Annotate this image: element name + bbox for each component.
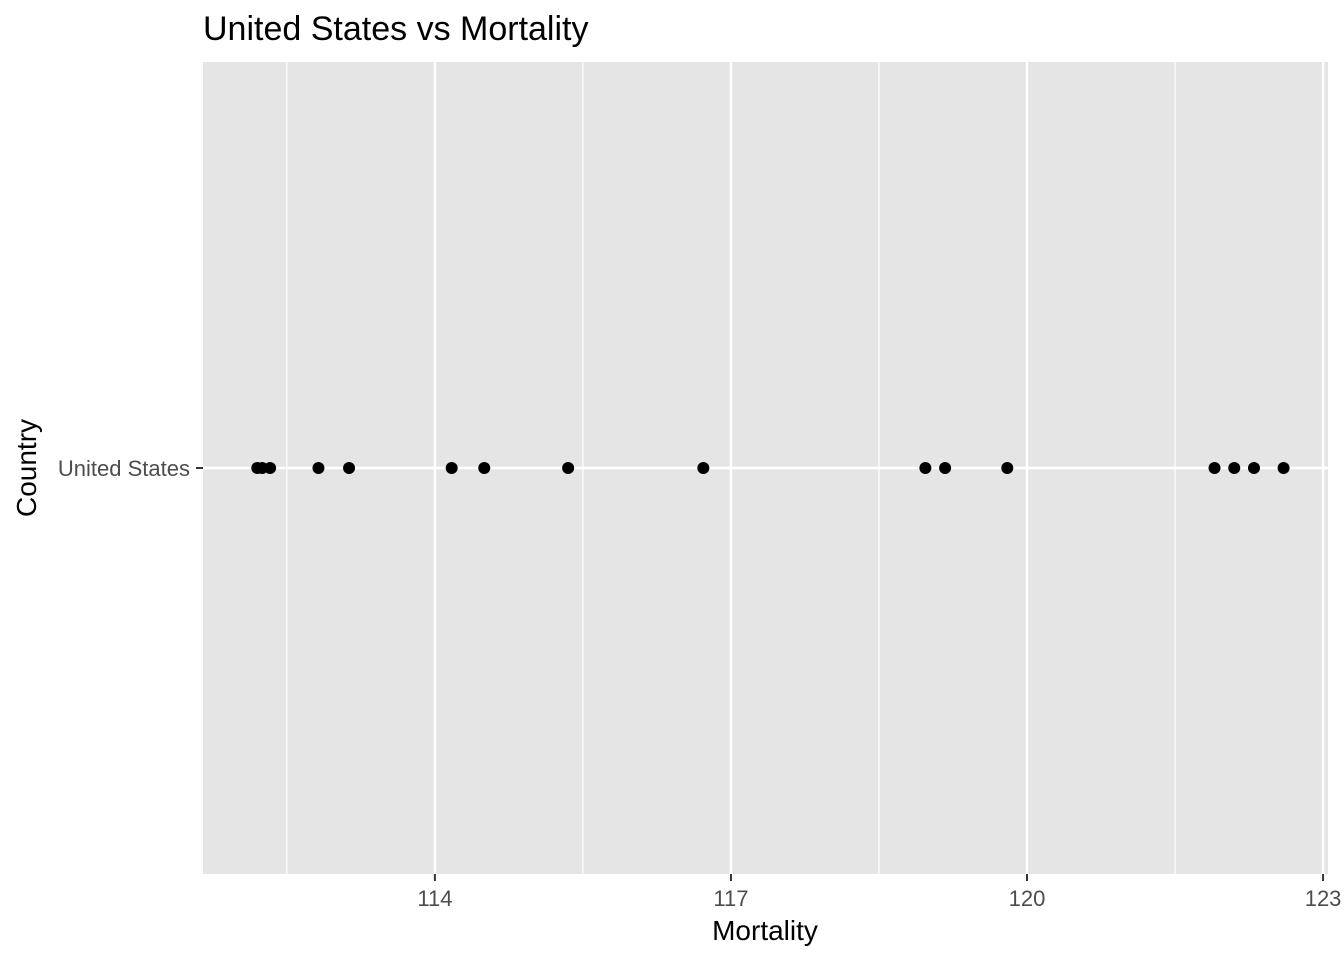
data-point [939, 462, 952, 474]
y-axis-ticks: United States [58, 456, 203, 481]
x-axis-ticks: 114 117 120 123 [417, 874, 1341, 911]
data-point [1228, 462, 1241, 474]
y-tick-label: United States [58, 456, 190, 481]
y-axis-title: Country [11, 419, 42, 517]
data-point [1277, 462, 1290, 474]
data-point [562, 462, 575, 474]
data-points [251, 462, 1290, 474]
data-point [697, 462, 710, 474]
data-point [1001, 462, 1014, 474]
x-tick-label: 114 [417, 886, 452, 911]
chart-title: United States vs Mortality [203, 10, 588, 48]
data-point [919, 462, 932, 474]
data-point [478, 462, 491, 474]
x-tick-label: 123 [1305, 886, 1342, 911]
data-point [1247, 462, 1260, 474]
data-point [1208, 462, 1221, 474]
x-axis-title: Mortality [712, 915, 818, 946]
data-point [312, 462, 325, 474]
data-point [445, 462, 458, 474]
data-point [343, 462, 356, 474]
x-tick-label: 117 [713, 886, 748, 911]
data-point [264, 462, 277, 474]
x-tick-label: 120 [1009, 886, 1046, 911]
